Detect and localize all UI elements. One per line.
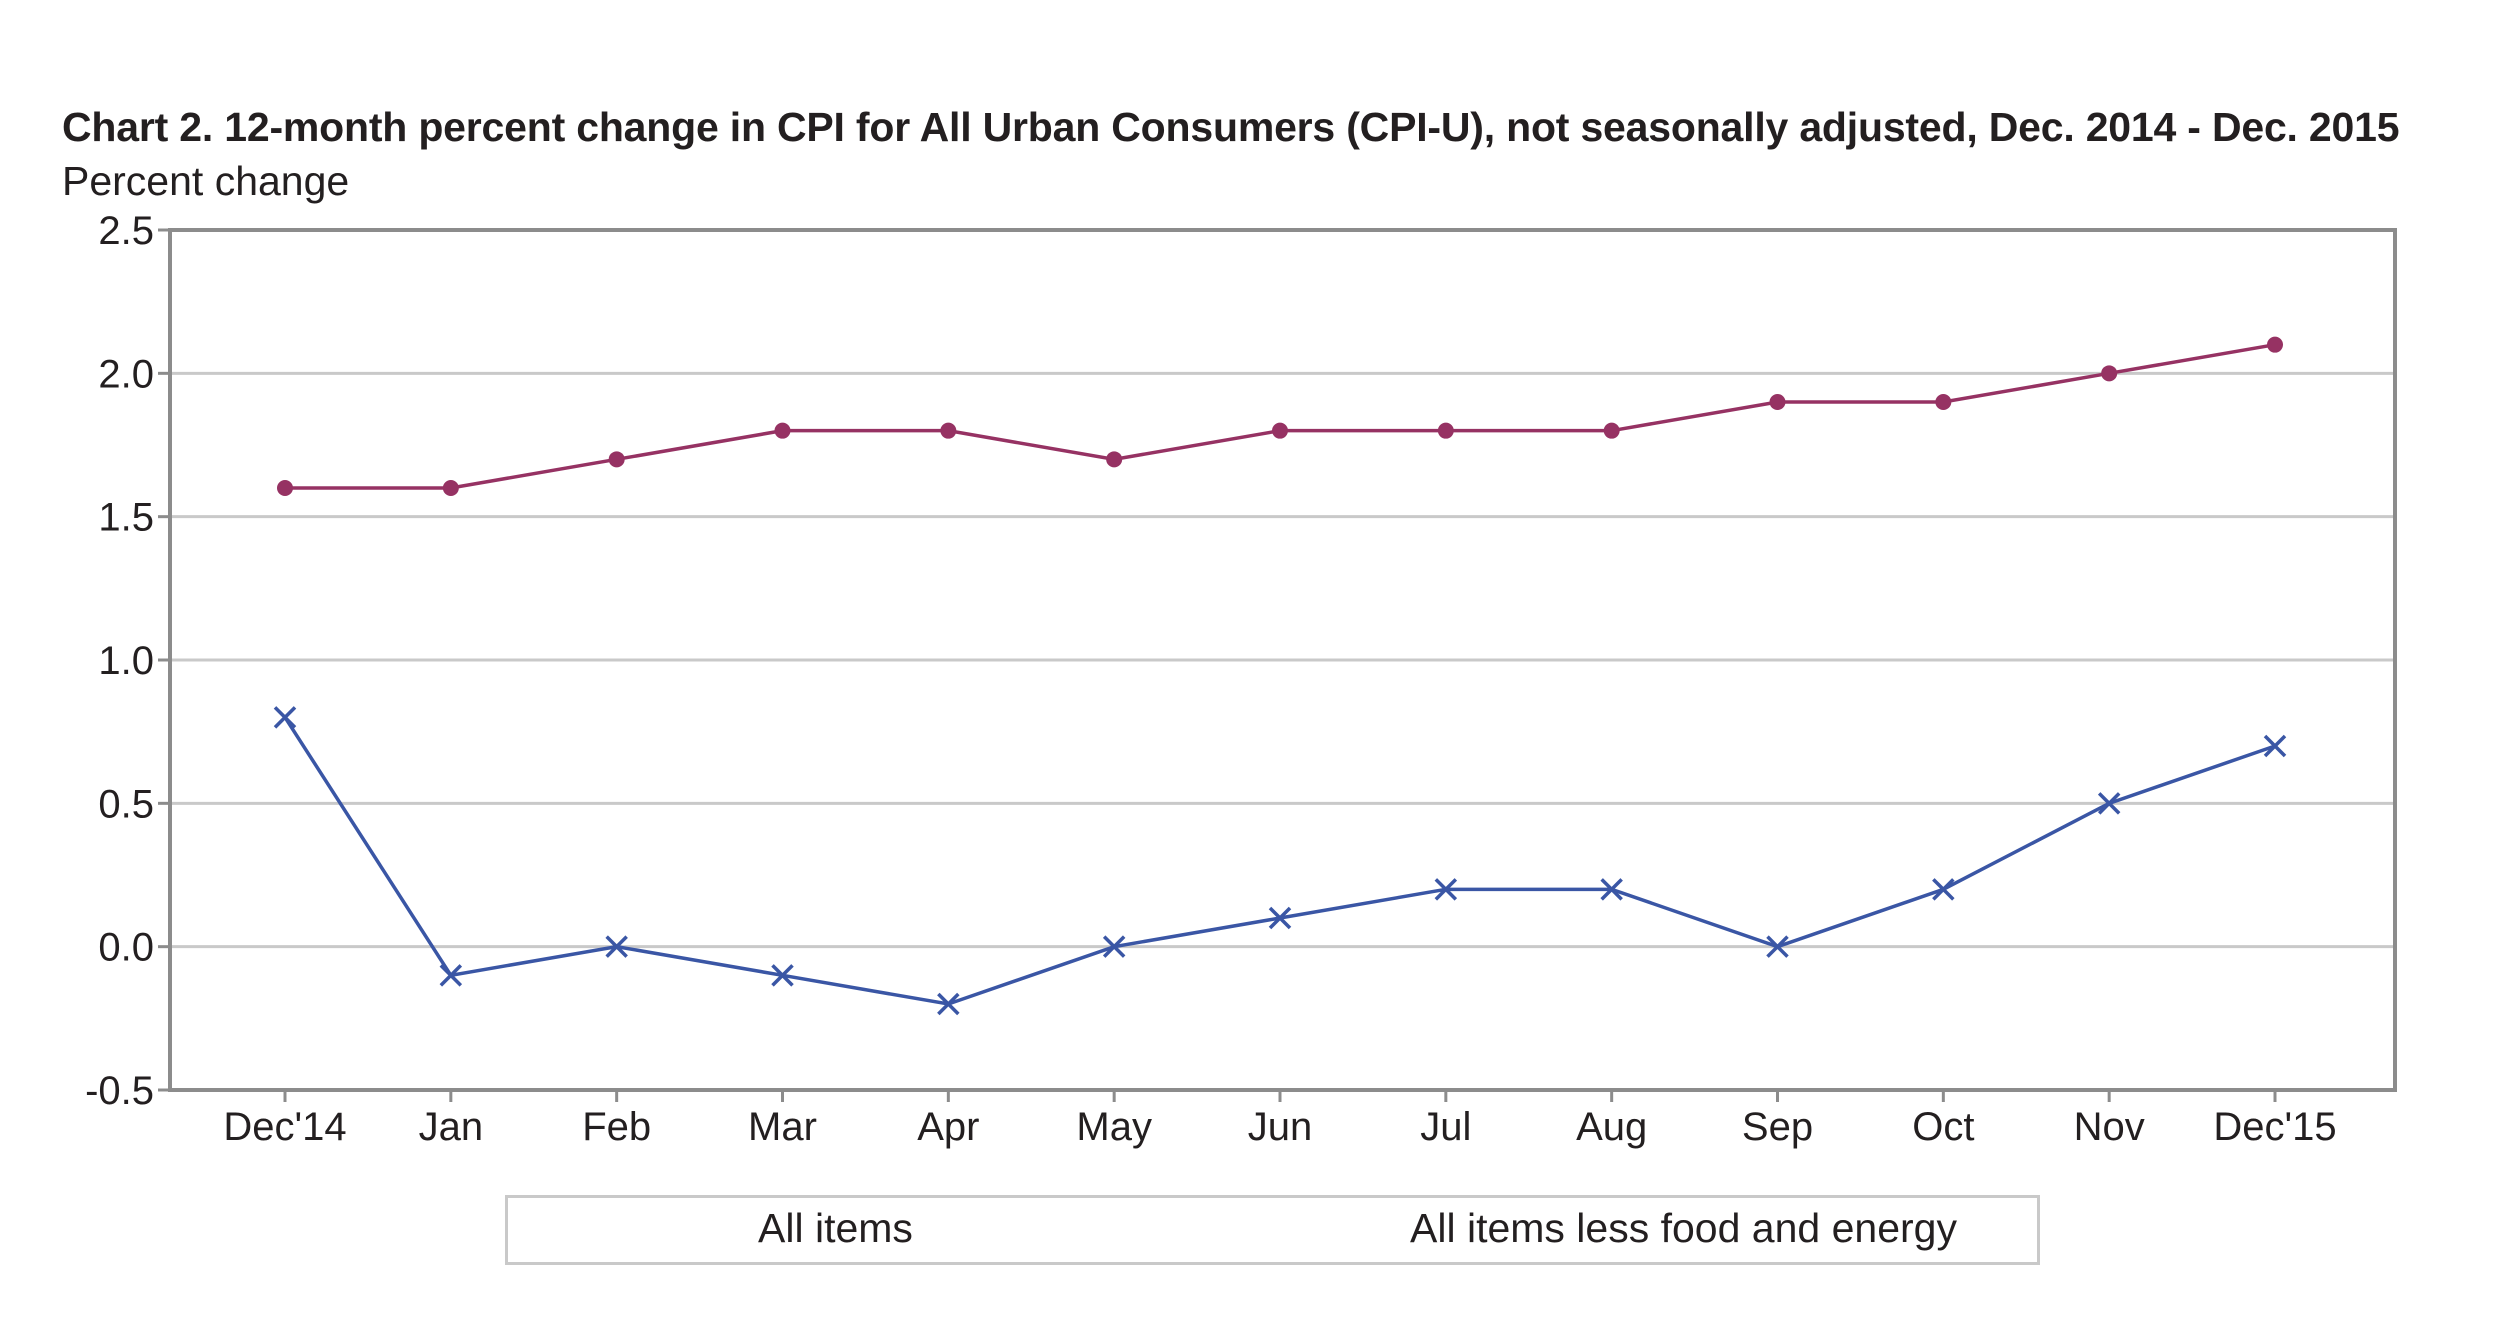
data-point [608,451,625,468]
x-tick-label: Feb [582,1105,651,1149]
legend-label-all-items: All items [758,1205,913,1251]
data-point [1932,878,1955,901]
data-point [277,480,293,496]
x-tick-label: Dec'15 [2213,1105,2336,1149]
y-tick-label: -0.5 [85,1069,154,1113]
legend-label-core: All items less food and energy [1410,1205,1957,1251]
y-tick-label: 2.5 [98,209,154,253]
data-point [1272,422,1288,439]
data-point [1437,422,1454,439]
x-tick-label: May [1076,1105,1152,1149]
data-point [439,964,463,987]
y-tick-label: 0.5 [98,782,154,826]
y-tick-label: 2.0 [98,352,154,396]
data-point [771,964,794,987]
x-tick-label: Jun [1248,1105,1313,1149]
x-tick-label: Mar [748,1105,817,1149]
chart-title: Chart 2. 12-month percent change in CPI … [62,104,2400,150]
y-axis-ticks: 2.5 2.0 1.5 1.0 0.5 0.0 -0.5 [85,209,170,1113]
y-tick-label: 0.0 [98,926,154,970]
x-axis-ticks: Dec'14 Jan Feb Mar Apr May Jun Jul Aug Sep Oct Nov D… [223,1090,2337,1149]
data-point [1766,935,1789,958]
x-tick-label: Apr [917,1105,979,1149]
x-tick-label: Aug [1576,1105,1647,1149]
data-point [1102,935,1126,958]
series-lines [273,336,2287,1016]
x-tick-label: Jul [1420,1105,1471,1149]
data-point [442,480,459,496]
data-point [1603,422,1620,439]
data-point [1434,878,1458,901]
data-point [1935,394,1952,410]
data-point [937,992,960,1016]
data-point [2097,792,2121,815]
x-tick-label: Jan [419,1105,484,1149]
data-point [1769,394,1786,410]
data-point [1268,906,1292,930]
data-point [1600,878,1623,901]
data-point [940,422,957,439]
legend [505,1195,2040,1265]
gridlines [170,371,2395,949]
data-point [2267,336,2283,353]
data-point [774,422,791,439]
x-tick-label: Nov [2074,1105,2145,1149]
data-point [273,706,297,729]
x-tick-label: Oct [1912,1105,1974,1149]
data-point [2101,365,2118,382]
y-tick-label: 1.5 [98,496,154,540]
x-tick-label: Dec'14 [223,1105,346,1149]
y-tick-label: 1.0 [98,639,154,683]
x-tick-label: Sep [1742,1105,1813,1149]
series-line-1 [285,342,2276,490]
y-axis-title: Percent change [62,158,350,204]
data-point [1106,451,1123,468]
data-point [2263,734,2287,758]
data-point [605,935,628,958]
series-line-0 [283,716,2276,1006]
